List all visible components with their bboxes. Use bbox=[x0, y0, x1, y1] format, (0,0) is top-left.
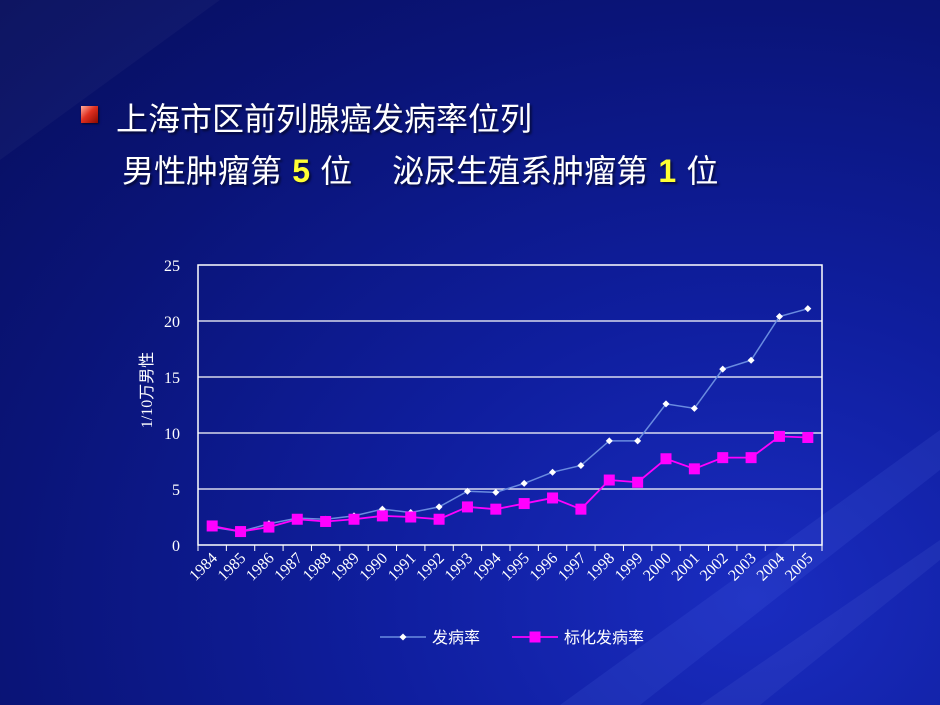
x-tick-label: 1986 bbox=[243, 550, 278, 585]
x-tick-label: 2005 bbox=[782, 550, 817, 585]
y-tick-label: 15 bbox=[164, 370, 180, 387]
legend: 发病率 标化发病率 bbox=[380, 628, 644, 647]
series-1-point bbox=[634, 437, 642, 445]
series-2-point bbox=[802, 431, 814, 443]
series-2-point bbox=[603, 474, 615, 486]
x-tick-label: 2002 bbox=[697, 550, 732, 585]
x-tick-label: 1994 bbox=[470, 550, 505, 585]
series-2-point bbox=[461, 501, 473, 513]
series-2-point bbox=[717, 452, 729, 464]
series-2-point bbox=[518, 498, 530, 510]
slide-title-line2: 男性肿瘤第 5 位泌尿生殖系肿瘤第 1 位 bbox=[122, 146, 718, 192]
series-1-point bbox=[605, 437, 613, 445]
rank-urogenital-number: 1 bbox=[658, 153, 677, 189]
series-2-point bbox=[547, 492, 559, 504]
x-tick-label: 1985 bbox=[215, 550, 250, 585]
series-1-point bbox=[690, 404, 698, 412]
series-1-point bbox=[775, 313, 783, 321]
x-tick-label: 1991 bbox=[385, 550, 420, 585]
x-tick-label: 1987 bbox=[271, 550, 306, 585]
series-2-point bbox=[376, 510, 388, 522]
series-2-point bbox=[490, 503, 502, 515]
series-2-point bbox=[320, 515, 332, 527]
y-tick-label: 25 bbox=[164, 258, 180, 275]
x-tick-label: 1996 bbox=[527, 550, 562, 585]
line2-suffix: 位 bbox=[676, 152, 719, 190]
series-1-point bbox=[463, 487, 471, 495]
plot-frame bbox=[197, 264, 823, 546]
grid-layer bbox=[197, 264, 823, 551]
series-line-1 bbox=[212, 307, 809, 533]
series-1-point bbox=[719, 365, 727, 373]
x-tick-label: 1984 bbox=[186, 550, 221, 585]
line2-prefix2: 泌尿生殖系肿瘤第 bbox=[392, 152, 659, 190]
x-tick-label: 2000 bbox=[640, 550, 675, 585]
x-tick-label: 1990 bbox=[357, 550, 392, 585]
series-1-point bbox=[577, 461, 585, 469]
x-tick-label: 1998 bbox=[583, 550, 618, 585]
series-2-point bbox=[773, 430, 785, 442]
legend-marker-1 bbox=[399, 633, 407, 641]
series-layer bbox=[206, 305, 814, 538]
bullet-icon bbox=[81, 106, 98, 123]
x-tick-label: 1999 bbox=[612, 550, 647, 585]
y-tick-label: 10 bbox=[164, 426, 180, 443]
x-tick-label: 2004 bbox=[754, 550, 789, 585]
series-2-point bbox=[660, 453, 672, 465]
series-1-point bbox=[520, 479, 528, 487]
series-1-point bbox=[662, 400, 670, 408]
y-tick-label: 5 bbox=[172, 482, 180, 499]
series-2-point bbox=[206, 520, 218, 532]
series-line-2 bbox=[212, 435, 808, 533]
series-2-point bbox=[688, 463, 700, 475]
line2-prefix: 男性肿瘤第 bbox=[122, 152, 293, 190]
slide-title-line1: 上海市区前列腺癌发病率位列 bbox=[116, 100, 533, 138]
x-tick-label: 1988 bbox=[300, 550, 335, 585]
x-tick-label: 2001 bbox=[669, 550, 704, 585]
rank-male-number: 5 bbox=[292, 153, 310, 189]
x-tick-labels: 1984198519861987198819891990199119921993… bbox=[186, 550, 816, 585]
legend-marker-2 bbox=[529, 631, 541, 643]
series-2-point bbox=[632, 476, 644, 488]
line2-mid: 位 bbox=[309, 152, 353, 190]
series-2-point bbox=[235, 526, 247, 538]
y-axis-label: 1/10万男性 bbox=[138, 352, 156, 428]
series-1-point bbox=[747, 356, 755, 364]
series-1-point bbox=[435, 503, 443, 511]
series-1-point bbox=[492, 488, 500, 496]
y-tick-label: 0 bbox=[172, 538, 180, 555]
series-2-point bbox=[433, 513, 445, 525]
series-2-point bbox=[575, 503, 587, 515]
series-2-point bbox=[291, 513, 303, 525]
series-2-point bbox=[745, 452, 757, 464]
y-tick-label: 20 bbox=[164, 314, 180, 331]
legend-label-2: 标化发病率 bbox=[564, 628, 644, 647]
series-2-point bbox=[348, 513, 360, 525]
series-2-point bbox=[405, 511, 417, 523]
series-1-point bbox=[549, 468, 557, 476]
x-tick-label: 1993 bbox=[442, 550, 477, 585]
series-1-point bbox=[804, 305, 812, 313]
series-2-point bbox=[263, 521, 275, 533]
x-tick-label: 1989 bbox=[328, 550, 363, 585]
x-tick-label: 1995 bbox=[498, 550, 533, 585]
y-tick-labels: 0 5 10 15 20 25 bbox=[164, 258, 180, 555]
x-tick-label: 1997 bbox=[555, 550, 590, 585]
legend-label-1: 发病率 bbox=[432, 628, 480, 647]
x-tick-label: 1992 bbox=[413, 550, 448, 585]
x-tick-label: 2003 bbox=[725, 550, 760, 585]
